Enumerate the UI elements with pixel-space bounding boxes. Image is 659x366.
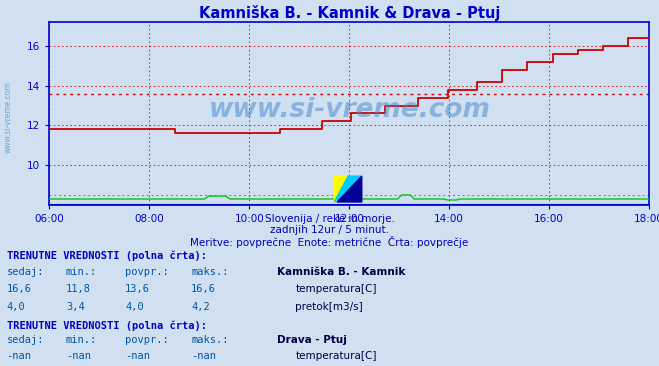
Text: maks.:: maks.: bbox=[191, 335, 229, 345]
Text: povpr.:: povpr.: bbox=[125, 335, 169, 345]
Text: temperatura[C]: temperatura[C] bbox=[295, 284, 377, 294]
Text: www.si-vreme.com: www.si-vreme.com bbox=[3, 81, 13, 153]
Text: 3,4: 3,4 bbox=[66, 302, 84, 312]
Text: -nan: -nan bbox=[191, 351, 216, 361]
Text: 13,6: 13,6 bbox=[125, 284, 150, 294]
Text: 4,0: 4,0 bbox=[7, 302, 25, 312]
Title: Kamniška B. - Kamnik & Drava - Ptuj: Kamniška B. - Kamnik & Drava - Ptuj bbox=[198, 5, 500, 21]
Text: sedaj:: sedaj: bbox=[7, 335, 44, 345]
Text: TRENUTNE VREDNOSTI (polna črta):: TRENUTNE VREDNOSTI (polna črta): bbox=[7, 251, 206, 261]
Text: pretok[m3/s]: pretok[m3/s] bbox=[295, 302, 363, 312]
Text: temperatura[C]: temperatura[C] bbox=[295, 351, 377, 361]
Text: sedaj:: sedaj: bbox=[7, 267, 44, 277]
Text: Meritve: povprečne  Enote: metrične  Črta: povprečje: Meritve: povprečne Enote: metrične Črta:… bbox=[190, 236, 469, 248]
Text: zadnjih 12ur / 5 minut.: zadnjih 12ur / 5 minut. bbox=[270, 225, 389, 235]
Text: Drava - Ptuj: Drava - Ptuj bbox=[277, 335, 347, 345]
Text: 4,0: 4,0 bbox=[125, 302, 144, 312]
Text: 11,8: 11,8 bbox=[66, 284, 91, 294]
Text: Kamniška B. - Kamnik: Kamniška B. - Kamnik bbox=[277, 267, 405, 277]
Text: Slovenija / reke in morje.: Slovenija / reke in morje. bbox=[264, 214, 395, 224]
Text: maks.:: maks.: bbox=[191, 267, 229, 277]
Polygon shape bbox=[337, 176, 362, 202]
Text: www.si-vreme.com: www.si-vreme.com bbox=[208, 97, 490, 123]
Text: -nan: -nan bbox=[7, 351, 32, 361]
Text: min.:: min.: bbox=[66, 335, 97, 345]
Text: -nan: -nan bbox=[125, 351, 150, 361]
Text: povpr.:: povpr.: bbox=[125, 267, 169, 277]
Text: TRENUTNE VREDNOSTI (polna črta):: TRENUTNE VREDNOSTI (polna črta): bbox=[7, 320, 206, 331]
Polygon shape bbox=[334, 176, 362, 202]
Text: 4,2: 4,2 bbox=[191, 302, 210, 312]
Text: min.:: min.: bbox=[66, 267, 97, 277]
Text: -nan: -nan bbox=[66, 351, 91, 361]
Polygon shape bbox=[334, 176, 348, 202]
Text: 16,6: 16,6 bbox=[7, 284, 32, 294]
Text: 16,6: 16,6 bbox=[191, 284, 216, 294]
